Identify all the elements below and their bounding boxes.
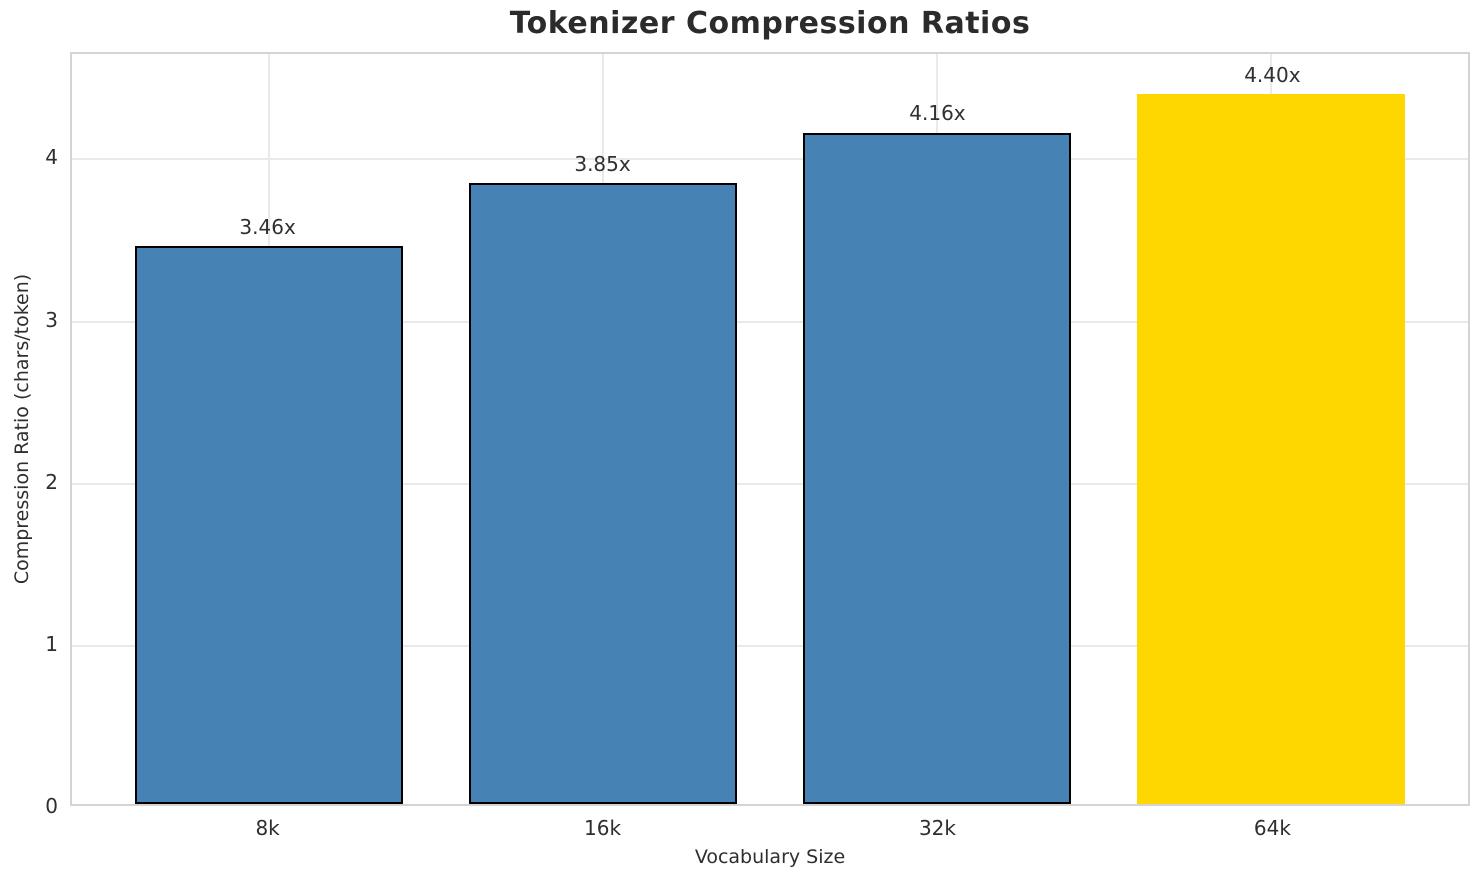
plot-area bbox=[70, 52, 1470, 806]
bar-value-label: 3.85x bbox=[574, 151, 631, 176]
y-tick-label: 2 bbox=[45, 469, 58, 494]
bar-value-label: 4.40x bbox=[1244, 62, 1301, 87]
bar-value-label: 3.46x bbox=[239, 214, 296, 239]
y-tick-label: 3 bbox=[45, 307, 58, 332]
bar-value-label: 4.16x bbox=[909, 101, 966, 126]
x-tick-label: 32k bbox=[918, 816, 956, 840]
x-tick-label: 64k bbox=[1253, 816, 1291, 840]
bar-64k bbox=[1137, 94, 1405, 804]
x-tick-label: 16k bbox=[584, 816, 622, 840]
y-gridline bbox=[72, 158, 1468, 161]
x-axis-label: Vocabulary Size bbox=[694, 846, 846, 868]
bar-32k bbox=[803, 133, 1071, 804]
y-gridline bbox=[72, 482, 1468, 485]
y-tick-label: 4 bbox=[45, 145, 58, 170]
x-tick-label: 8k bbox=[255, 816, 280, 840]
bar-8k bbox=[135, 245, 403, 804]
y-tick-label: 1 bbox=[45, 631, 58, 656]
chart-title: Tokenizer Compression Ratios bbox=[509, 6, 1031, 41]
y-gridline bbox=[72, 320, 1468, 323]
y-gridline bbox=[72, 644, 1468, 647]
y-tick-label: 0 bbox=[45, 794, 58, 818]
bar-16k bbox=[469, 183, 737, 804]
